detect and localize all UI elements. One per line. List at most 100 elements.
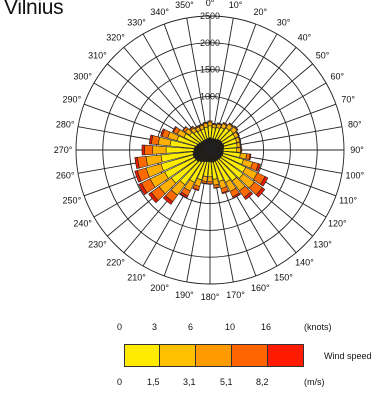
rose-bar-130-class-5 (255, 187, 266, 198)
rose-bar-20-class-5 (217, 122, 223, 125)
rose-bar-270-class-4 (144, 144, 154, 156)
rose-bar-340-class-5 (198, 123, 204, 126)
radial-tick-label-1500: 1500 (200, 65, 220, 75)
rose-bar-80-class-5 (240, 141, 242, 148)
knots-unit: (knots) (304, 322, 332, 332)
direction-label-220: 220° (106, 258, 125, 268)
rose-bar-10-class-5 (212, 123, 217, 125)
rose-bar-180-class-5 (207, 183, 213, 185)
ms-tick-0: 0 (117, 377, 123, 387)
direction-label-310: 310° (88, 51, 107, 61)
rose-bar-210-class-5 (179, 191, 189, 199)
radial-tick-label-2000: 2000 (200, 38, 220, 48)
legend-swatch-5 (268, 344, 304, 367)
legend-swatch-2 (160, 344, 196, 367)
rose-bar-100-class-3 (239, 152, 248, 160)
direction-label-240: 240° (73, 219, 92, 229)
direction-label-50: 50° (316, 51, 330, 61)
direction-label-350: 350° (175, 0, 194, 10)
rose-bar-290-class-5 (160, 128, 165, 137)
ring-1500 (129, 69, 291, 231)
rose-bar-160-class-5 (221, 190, 230, 195)
rose-bar-140-class-5 (243, 191, 254, 201)
direction-label-280: 280° (56, 119, 75, 129)
rose-bar-330-class-5 (194, 125, 199, 129)
rose-bar-90-class-3 (236, 147, 241, 153)
rose-bar-0-class-3 (207, 121, 213, 127)
direction-label-230: 230° (88, 239, 107, 249)
direction-label-330: 330° (127, 18, 146, 28)
ms-tick-1: 1,5 (147, 377, 160, 387)
rose-bar-180-class-3 (207, 176, 213, 182)
ms-tick-3: 5,1 (220, 377, 233, 387)
direction-label-20: 20° (253, 7, 267, 17)
ms-unit: (m/s) (304, 377, 325, 387)
direction-label-70: 70° (341, 95, 355, 105)
rose-bar-220-class-5 (162, 195, 174, 205)
knots-tick-1: 3 (152, 322, 158, 332)
ring-2500 (75, 15, 345, 285)
rose-bar-200-class-5 (192, 187, 200, 192)
knots-tick-0: 0 (117, 322, 123, 332)
rose-bar-170-class-5 (213, 186, 220, 189)
direction-label-320: 320° (106, 32, 125, 42)
direction-label-200: 200° (150, 283, 169, 293)
direction-label-210: 210° (127, 272, 146, 282)
direction-label-120: 120° (328, 219, 347, 229)
legend-swatch-4 (232, 344, 268, 367)
rose-bar-110-class-5 (255, 163, 261, 173)
rose-bar-260-class-5 (134, 156, 140, 170)
direction-label-130: 130° (313, 239, 332, 249)
rose-bar-320-class-5 (188, 125, 194, 130)
rose-bar-250-class-5 (134, 170, 142, 183)
rose-bar-350-class-5 (202, 121, 208, 124)
direction-label-140: 140° (295, 258, 314, 268)
rose-bar-310-class-5 (182, 125, 187, 132)
direction-label-340: 340° (150, 7, 169, 17)
ms-tick-4: 8,2 (256, 377, 269, 387)
rose-bar-150-class-5 (232, 192, 241, 199)
direction-label-190: 190° (175, 290, 194, 300)
knots-tick-2: 6 (188, 322, 194, 332)
direction-label-300: 300° (73, 72, 92, 82)
knots-tick-3: 10 (225, 322, 236, 332)
direction-label-270: 270° (54, 145, 73, 155)
wind-rose-chart: 1000 1500 2000 2500 0° 10° 20° 30° 40° 50° 60° 70° 8… (54, 0, 365, 302)
rose-bar-190-class-5 (201, 182, 207, 185)
direction-label-290: 290° (63, 95, 82, 105)
direction-label-30: 30° (277, 18, 291, 28)
radial-tick-label-2500: 2500 (200, 11, 220, 21)
direction-label-150: 150° (274, 272, 293, 282)
legend-swatch-3 (196, 344, 232, 367)
ring-2000 (102, 42, 318, 258)
legend-swatch-1 (124, 344, 160, 367)
direction-label-10: 10° (229, 0, 243, 10)
rose-bar-70-class-5 (238, 136, 242, 142)
direction-label-170: 170° (226, 290, 245, 300)
direction-label-0: 0° (206, 0, 215, 8)
rose-bar-120-class-5 (260, 176, 269, 187)
direction-label-100: 100° (345, 171, 364, 181)
rose-bar-60-class-5 (236, 131, 240, 137)
rose-bar-40-class-5 (228, 122, 234, 127)
rose-bar-240-class-5 (138, 182, 148, 196)
direction-label-180: 180° (201, 292, 220, 302)
rose-bar-280-class-5 (148, 134, 154, 145)
direction-label-60: 60° (330, 72, 344, 82)
ms-tick-2: 3,1 (183, 377, 196, 387)
rose-bar-30-class-5 (222, 121, 228, 126)
direction-label-160: 160° (251, 283, 270, 293)
direction-label-40: 40° (298, 32, 312, 42)
direction-label-250: 250° (63, 195, 82, 205)
direction-label-110: 110° (339, 195, 357, 205)
rose-bar-270-class-5 (141, 144, 146, 156)
rose-bar-300-class-5 (171, 126, 177, 133)
rose-bar-230-class-5 (148, 191, 159, 204)
legend-title: Wind speed (324, 351, 372, 361)
radial-tick-label-1000: 1000 (200, 91, 220, 101)
rose-bar-100-class-5 (248, 153, 252, 161)
direction-label-90: 90° (350, 145, 364, 155)
knots-tick-4: 16 (261, 322, 272, 332)
direction-label-260: 260° (56, 171, 75, 181)
rose-bar-270-class-3 (152, 145, 167, 155)
